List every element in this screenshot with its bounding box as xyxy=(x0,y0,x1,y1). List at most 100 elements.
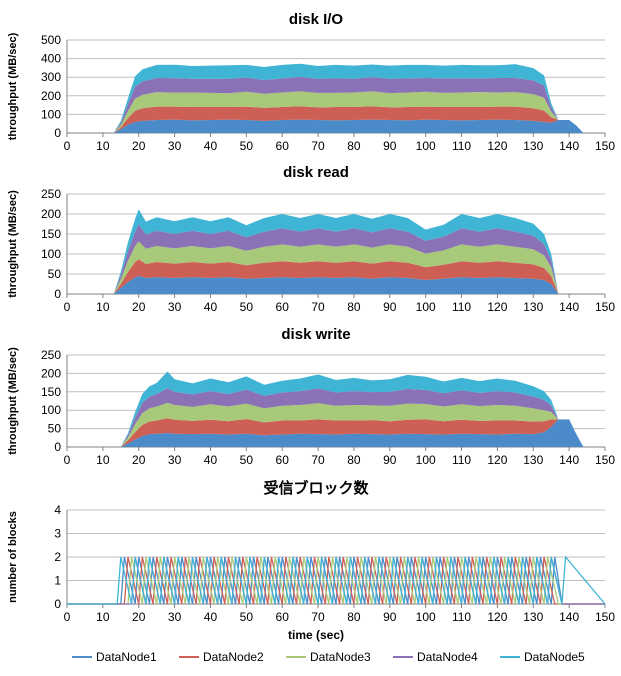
x-tick-label: 80 xyxy=(347,453,361,467)
x-tick-label: 20 xyxy=(132,610,146,624)
x-tick-label: 110 xyxy=(452,610,471,624)
x-tick-label: 50 xyxy=(240,610,254,624)
x-tick-label: 80 xyxy=(347,300,361,314)
y-tick-label: 200 xyxy=(41,89,61,103)
x-tick-label: 120 xyxy=(487,610,507,624)
x-tick-label: 40 xyxy=(204,300,218,314)
x-tick-label: 50 xyxy=(240,139,254,153)
chart-panel-1: disk I/O 0 100 200 300 400 500 0 10 20 30 40 50 60 70 8… xyxy=(7,11,615,153)
x-tick-label: 80 xyxy=(347,610,361,624)
line-series-datanode3 xyxy=(67,556,605,605)
x-tick-label: 140 xyxy=(559,453,579,467)
x-tick-label: 0 xyxy=(64,453,71,467)
x-tick-label: 40 xyxy=(204,610,218,624)
x-axis-label: time (sec) xyxy=(288,628,344,642)
legend-label-datanode5: DataNode5 xyxy=(524,650,585,664)
area-series-datanode4 xyxy=(67,76,605,133)
area-series-datanode1 xyxy=(67,419,605,447)
y-axis-label: throughput (MB/sec) xyxy=(7,190,19,298)
x-tick-label: 70 xyxy=(311,610,325,624)
x-tick-label: 10 xyxy=(96,300,110,314)
x-tick-label: 150 xyxy=(595,139,615,153)
x-tick-label: 130 xyxy=(523,300,543,314)
y-tick-label: 100 xyxy=(41,107,61,121)
x-tick-label: 30 xyxy=(168,610,182,624)
y-axis-label: throughput (MB/sec) xyxy=(7,347,19,455)
x-tick-label: 10 xyxy=(96,453,110,467)
y-tick-label: 100 xyxy=(41,247,61,261)
x-tick-label: 30 xyxy=(168,453,182,467)
x-tick-label: 10 xyxy=(96,139,110,153)
line-series-datanode5 xyxy=(67,555,606,605)
x-tick-label: 30 xyxy=(168,139,182,153)
y-axis-label: throughput (MB/sec) xyxy=(7,32,19,140)
x-tick-label: 70 xyxy=(311,300,325,314)
x-tick-label: 0 xyxy=(64,139,71,153)
area-series-datanode4 xyxy=(67,224,605,294)
y-tick-label: 0 xyxy=(54,597,61,611)
x-tick-label: 150 xyxy=(595,453,615,467)
x-tick-label: 20 xyxy=(132,453,146,467)
x-tick-label: 20 xyxy=(132,139,146,153)
x-tick-label: 30 xyxy=(168,300,182,314)
x-tick-label: 150 xyxy=(595,610,615,624)
x-tick-label: 0 xyxy=(64,610,71,624)
y-tick-label: 1 xyxy=(54,574,61,588)
y-tick-label: 150 xyxy=(41,227,61,241)
area-series-datanode5 xyxy=(67,63,605,133)
x-tick-label: 90 xyxy=(383,610,397,624)
x-tick-label: 100 xyxy=(416,139,436,153)
legend-label-datanode2: DataNode2 xyxy=(203,650,264,664)
x-tick-label: 60 xyxy=(276,453,290,467)
chart-title: disk write xyxy=(281,326,350,343)
x-tick-label: 130 xyxy=(523,610,543,624)
x-tick-label: 120 xyxy=(487,139,507,153)
area-series-datanode3 xyxy=(67,402,605,447)
line-series-datanode2 xyxy=(67,556,605,605)
area-series-datanode1 xyxy=(67,119,605,133)
y-tick-label: 2 xyxy=(54,550,61,564)
x-tick-label: 140 xyxy=(559,300,579,314)
area-series-datanode4 xyxy=(67,388,605,447)
area-series-datanode3 xyxy=(67,91,605,133)
x-tick-label: 10 xyxy=(96,610,110,624)
x-tick-label: 100 xyxy=(416,300,436,314)
x-tick-label: 90 xyxy=(383,453,397,467)
x-tick-label: 40 xyxy=(204,139,218,153)
x-tick-label: 130 xyxy=(523,139,543,153)
x-tick-label: 140 xyxy=(559,139,579,153)
area-series-datanode5 xyxy=(67,371,605,447)
x-tick-label: 60 xyxy=(276,610,290,624)
y-tick-label: 500 xyxy=(41,33,61,47)
x-tick-label: 90 xyxy=(383,300,397,314)
y-axis-label: number of blocks xyxy=(7,511,19,603)
chart-title: disk read xyxy=(283,164,349,181)
x-tick-label: 150 xyxy=(595,300,615,314)
legend-label-datanode1: DataNode1 xyxy=(96,650,157,664)
x-tick-label: 70 xyxy=(311,139,325,153)
y-tick-label: 200 xyxy=(41,366,61,380)
x-tick-label: 0 xyxy=(64,300,71,314)
y-tick-label: 250 xyxy=(41,187,61,201)
x-tick-label: 140 xyxy=(559,610,579,624)
y-tick-label: 0 xyxy=(54,440,61,454)
x-tick-label: 130 xyxy=(523,453,543,467)
legend-label-datanode4: DataNode4 xyxy=(417,650,478,664)
y-tick-label: 0 xyxy=(54,287,61,301)
y-tick-label: 150 xyxy=(41,385,61,399)
x-tick-label: 120 xyxy=(487,300,507,314)
y-tick-label: 200 xyxy=(41,207,61,221)
y-tick-label: 3 xyxy=(54,527,61,541)
y-tick-label: 0 xyxy=(54,126,61,140)
chart-panel-2: disk read 0 50 100 150 200 250 0 10 20 30 40 50 60 70 8… xyxy=(7,164,615,314)
y-tick-label: 100 xyxy=(41,403,61,417)
line-series-datanode1 xyxy=(67,556,605,605)
x-tick-label: 50 xyxy=(240,300,254,314)
y-tick-label: 400 xyxy=(41,52,61,66)
y-tick-label: 4 xyxy=(54,503,61,517)
x-tick-label: 80 xyxy=(347,139,361,153)
legend-label-datanode3: DataNode3 xyxy=(310,650,371,664)
x-tick-label: 110 xyxy=(452,300,471,314)
